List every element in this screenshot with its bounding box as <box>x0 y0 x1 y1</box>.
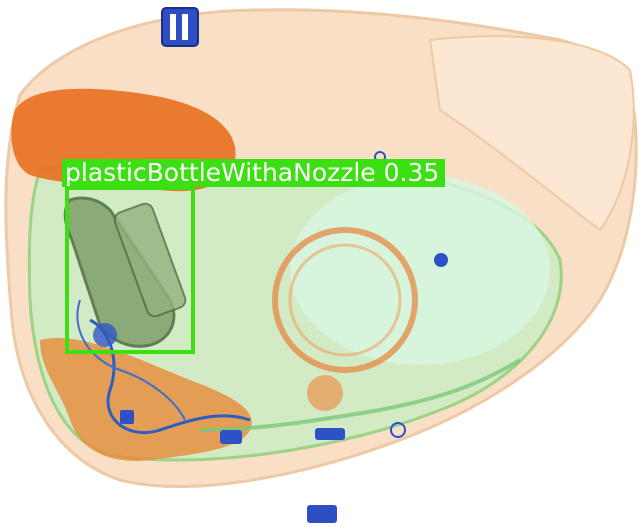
detection-score: 0.35 <box>383 158 440 187</box>
detection-class: plasticBottleWithaNozzle <box>65 158 376 187</box>
detection-label: plasticBottleWithaNozzle 0.35 <box>62 158 446 187</box>
detection-bounding-box <box>65 186 195 354</box>
